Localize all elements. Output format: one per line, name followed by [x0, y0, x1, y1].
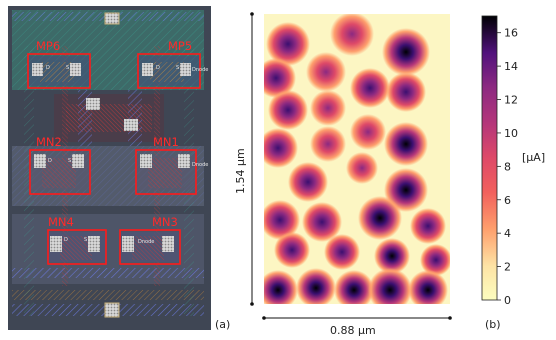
colorbar-tick-label: 6 — [504, 194, 511, 207]
svg-text:D: D — [156, 65, 160, 71]
layout-panel: MP6 D S MP5 D S Dnode MN2 D S — [8, 6, 211, 330]
label-mn2: MN2 — [36, 135, 62, 149]
svg-text:S: S — [68, 158, 71, 164]
label-mn1: MN1 — [153, 135, 179, 149]
colorbar-tick-label: 14 — [504, 60, 518, 73]
top-contact — [104, 12, 120, 25]
colorbar-tick-label: 10 — [504, 127, 518, 140]
svg-text:D: D — [46, 65, 50, 71]
transistor-mn4: MN4 D S — [47, 215, 107, 265]
label-mn4: MN4 — [48, 215, 74, 229]
colorbar-unit: [µA] — [522, 151, 545, 164]
height-dimension: 1.54 µm — [234, 12, 254, 306]
transistor-mn1: MN1 Dnode — [135, 135, 208, 195]
transistor-mp6: MP6 D S — [27, 39, 91, 89]
heatmap-hotspots — [264, 14, 450, 304]
colorbar-gradient — [481, 15, 498, 301]
dnode-label-3: Dnode — [138, 239, 154, 245]
bottom-contact — [104, 302, 120, 318]
heatmap-panel: 1.54 µm 0.88 µm 0 2 4 6 8 10 12 14 16 [µA] — [230, 6, 556, 337]
svg-text:D: D — [48, 158, 52, 164]
width-label: 0.88 µm — [330, 324, 376, 336]
panel-b-caption: (b) — [485, 318, 501, 331]
svg-text:S: S — [176, 65, 179, 71]
colorbar-ticks: 0 2 4 6 8 10 12 14 16 — [497, 27, 518, 307]
dnode-label-2: Dnode — [192, 162, 208, 168]
panel-a-caption: (a) — [215, 318, 231, 331]
colorbar-tick-label: 16 — [504, 27, 518, 40]
heatmap-svg: 1.54 µm 0.88 µm 0 2 4 6 8 10 12 14 16 [µA] — [234, 12, 545, 337]
label-mn3: MN3 — [152, 215, 178, 229]
svg-text:D: D — [64, 237, 68, 243]
colorbar-tick-label: 12 — [504, 94, 518, 107]
transistor-mn3: MN3 Dnode — [119, 215, 181, 265]
width-dimension: 0.88 µm — [262, 316, 452, 337]
colorbar-tick-label: 8 — [504, 160, 511, 173]
colorbar-tick-label: 4 — [504, 227, 511, 240]
colorbar: 0 2 4 6 8 10 12 14 16 [µA] — [481, 15, 545, 307]
layout-svg: MP6 D S MP5 D S Dnode MN2 D S — [8, 6, 211, 330]
label-mp6: MP6 — [36, 39, 60, 53]
colorbar-tick-label: 2 — [504, 261, 511, 274]
svg-text:S: S — [84, 237, 87, 243]
svg-text:S: S — [66, 65, 69, 71]
label-mp5: MP5 — [168, 39, 192, 53]
height-label: 1.54 µm — [234, 148, 247, 194]
transistor-mp5: MP5 D S Dnode — [137, 39, 208, 89]
colorbar-tick-label: 0 — [504, 294, 511, 307]
transistor-mn2: MN2 D S — [29, 135, 91, 195]
dnode-label-1: Dnode — [192, 67, 208, 73]
